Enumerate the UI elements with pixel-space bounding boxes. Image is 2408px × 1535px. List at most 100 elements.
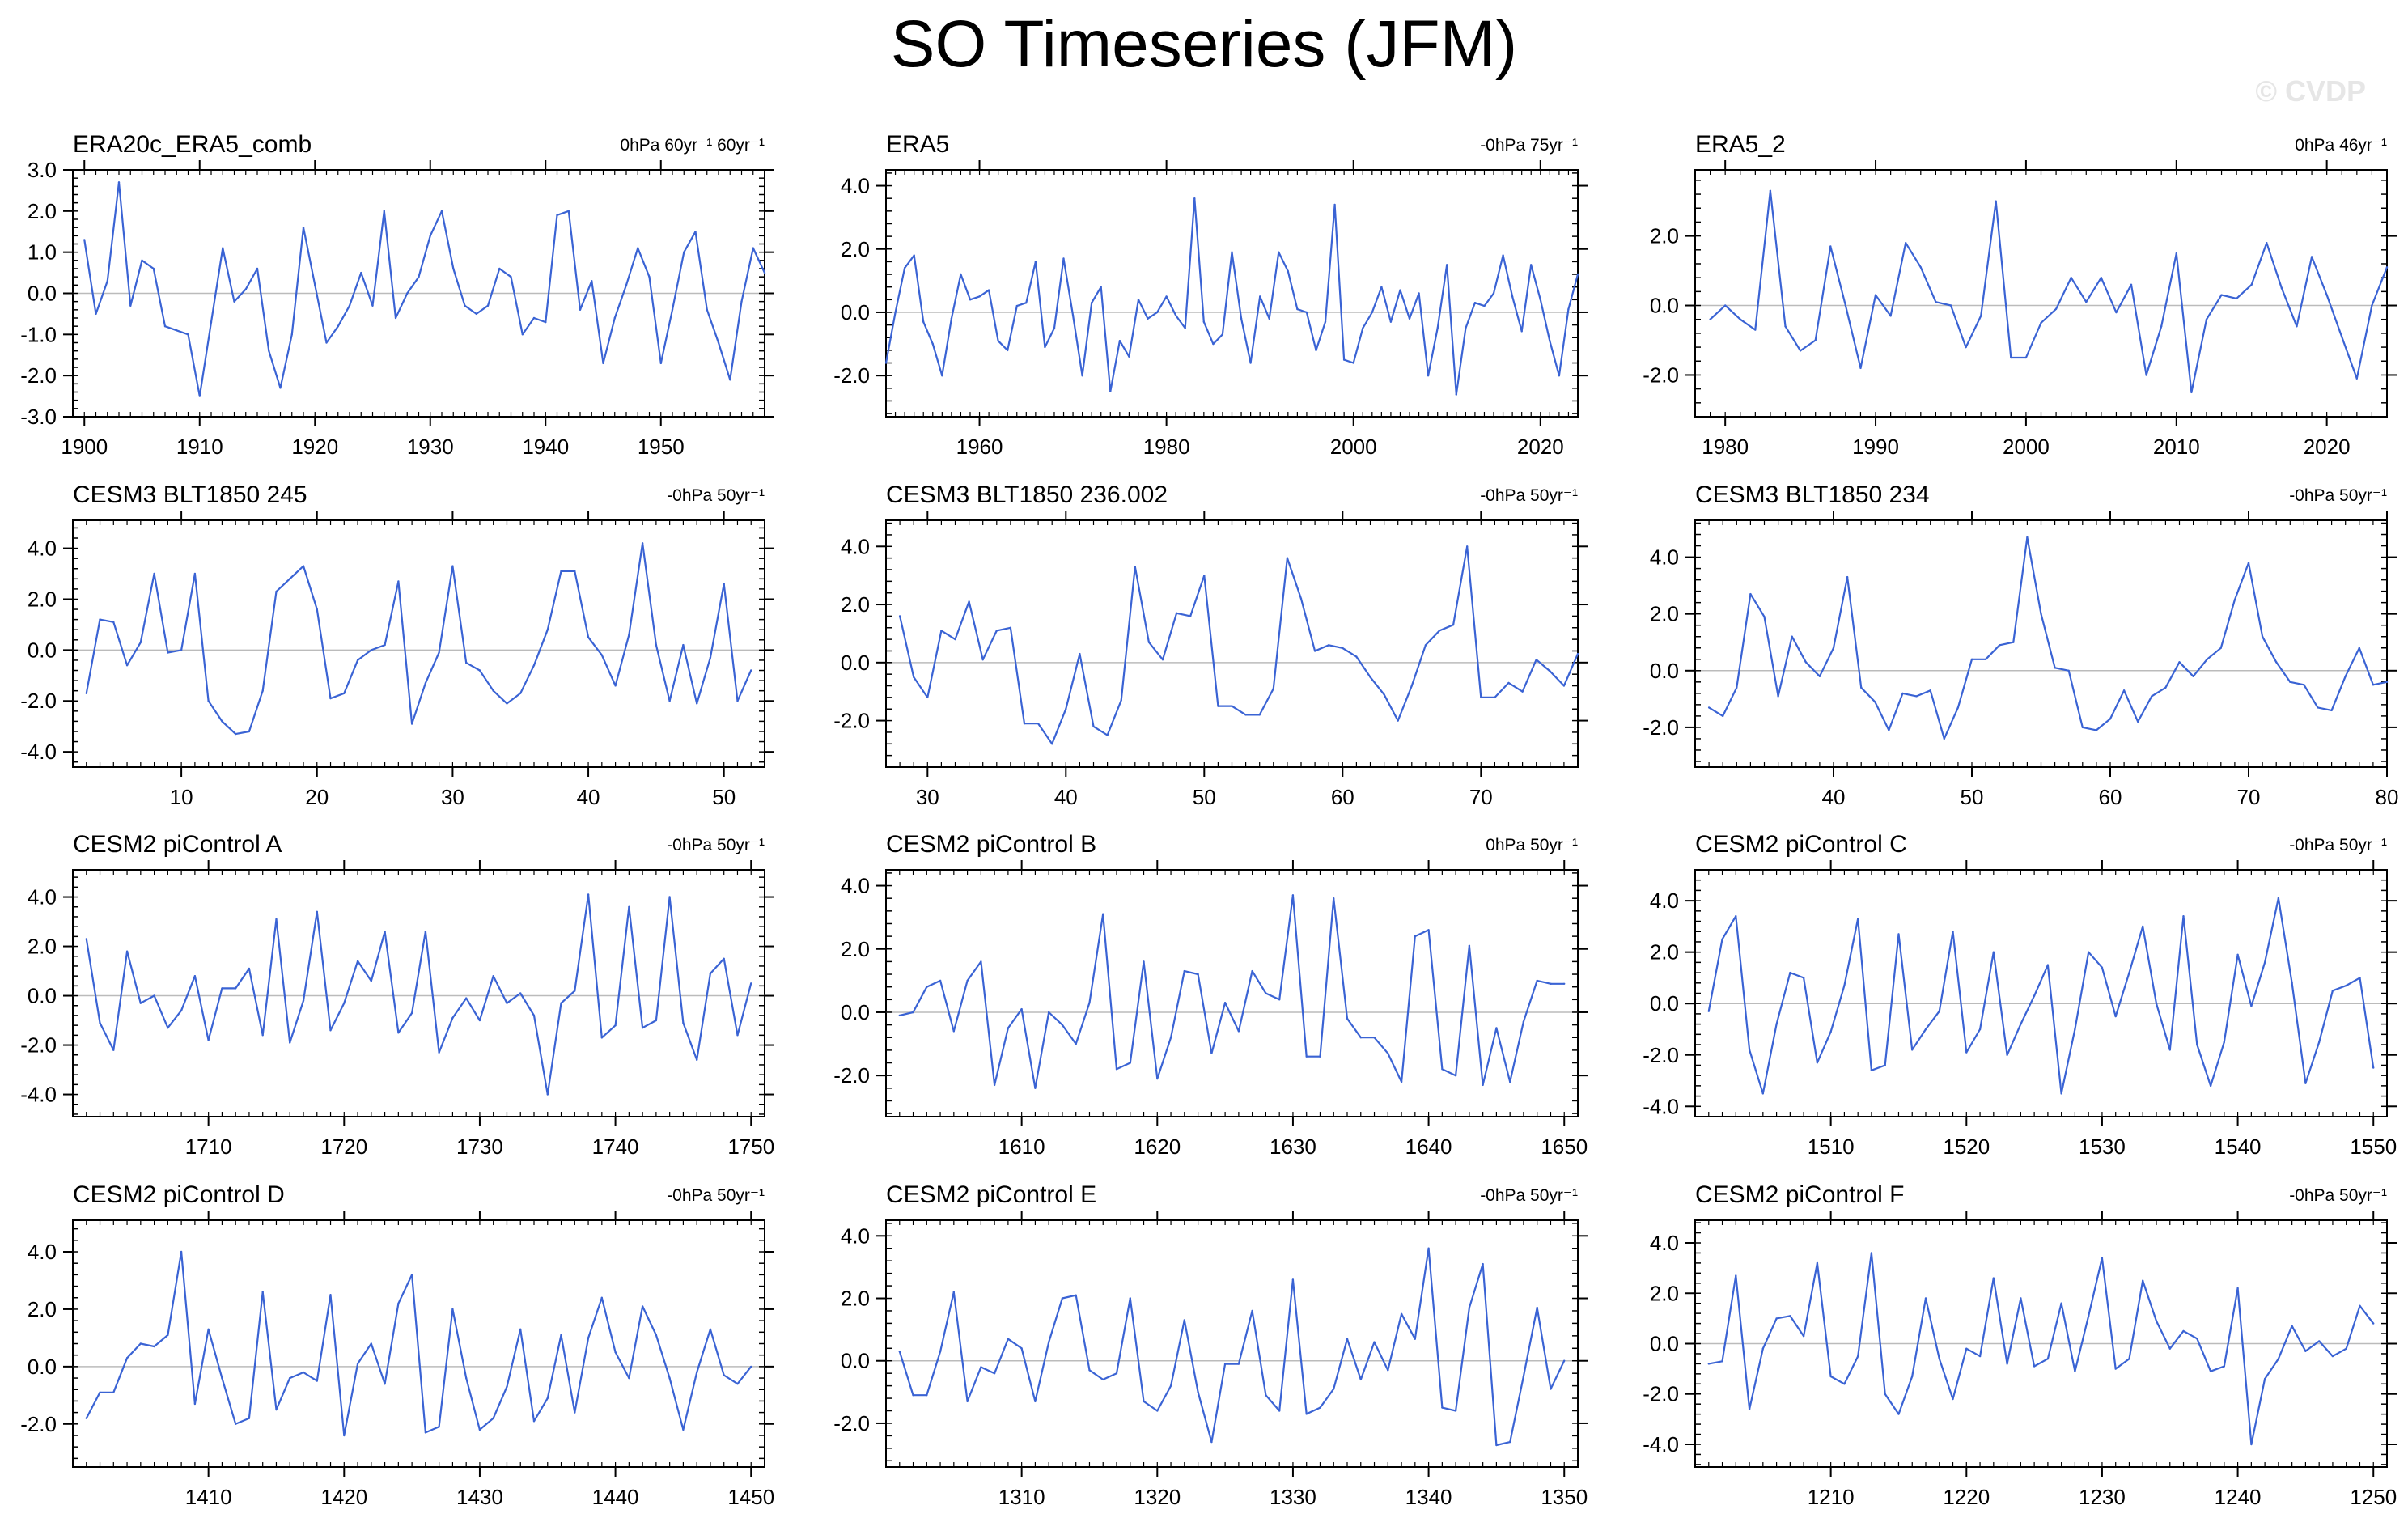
data-point xyxy=(2142,925,2144,928)
y-tick-label: 0.0 xyxy=(1650,1332,1679,1356)
data-point xyxy=(2081,726,2084,729)
data-point xyxy=(966,979,969,982)
data-point xyxy=(2067,669,2070,672)
data-point xyxy=(1129,1297,1132,1300)
data-point xyxy=(625,284,628,286)
data-point xyxy=(1100,286,1102,288)
data-point xyxy=(2182,1329,2185,1333)
data-point xyxy=(1735,915,1737,918)
data-point xyxy=(1789,971,1791,974)
data-point xyxy=(1034,1400,1037,1403)
data-point xyxy=(750,1365,752,1368)
data-point xyxy=(1143,960,1145,963)
data-point xyxy=(1539,299,1542,301)
data-point xyxy=(1707,706,1711,709)
y-tick-label: 4.0 xyxy=(1650,888,1679,913)
data-point xyxy=(486,304,490,307)
y-tick-label: 4.0 xyxy=(841,534,870,558)
data-point xyxy=(2155,1320,2158,1322)
data-point xyxy=(2331,1355,2334,1358)
data-point xyxy=(1889,315,1892,317)
y-tick-label: 4.0 xyxy=(1650,545,1679,570)
data-point xyxy=(2046,1358,2050,1360)
data-point xyxy=(1509,1440,1511,1444)
series-line xyxy=(1709,189,2389,393)
x-tick-label: 80 xyxy=(2376,785,2399,809)
data-point xyxy=(1299,597,1303,600)
data-point xyxy=(1034,261,1037,263)
data-point xyxy=(978,295,981,298)
y-tick-label: 2.0 xyxy=(841,937,870,961)
y-tick-label: 4.0 xyxy=(28,885,57,910)
data-point xyxy=(532,664,536,667)
data-point xyxy=(85,692,88,694)
data-point xyxy=(952,1291,956,1294)
data-point xyxy=(1147,641,1151,643)
data-point xyxy=(1251,1309,1253,1312)
data-point xyxy=(316,1380,318,1382)
data-point xyxy=(1400,1312,1403,1316)
data-point xyxy=(117,181,121,184)
data-point xyxy=(1169,1037,1172,1039)
data-point xyxy=(1007,1027,1010,1029)
data-point xyxy=(926,986,928,988)
data-point xyxy=(602,362,604,365)
x-tick-label: 1340 xyxy=(1405,1485,1452,1509)
data-point xyxy=(1709,318,1711,320)
panel-10: -2.0 0.0 2.0 4.0 1410 1420 1430 1440 1450 CESM2 p… xyxy=(20,1181,774,1509)
data-point xyxy=(510,276,512,278)
data-point xyxy=(2209,1084,2212,1088)
data-point xyxy=(153,994,155,997)
data-point xyxy=(261,689,264,692)
data-point xyxy=(1724,304,1727,307)
data-point xyxy=(1034,1087,1037,1090)
data-point xyxy=(112,1391,115,1394)
x-tick-label: 70 xyxy=(1469,785,1493,809)
data-point xyxy=(2372,1066,2375,1069)
data-point xyxy=(1193,197,1196,200)
data-point xyxy=(356,960,359,963)
data-point xyxy=(1065,708,1067,710)
x-tick-label: 1980 xyxy=(1143,435,1190,459)
data-point xyxy=(2235,297,2238,300)
data-point xyxy=(139,1002,142,1004)
data-point xyxy=(579,308,582,311)
data-point xyxy=(1455,393,1458,396)
y-tick-label: 0.0 xyxy=(841,1349,870,1373)
data-point xyxy=(1156,1410,1159,1412)
y-tick-label: 0.0 xyxy=(841,1000,870,1024)
data-point xyxy=(960,273,962,276)
y-tick-label: 4.0 xyxy=(1650,1231,1679,1255)
data-point xyxy=(1397,719,1399,722)
data-point xyxy=(337,325,339,328)
data-point xyxy=(440,210,443,212)
panel-1: -3.0 -2.0 -1.0 0.0 1.0 2.0 3.0 1900 1910 1920 1930… xyxy=(20,131,774,459)
data-point xyxy=(1567,307,1570,311)
data-point xyxy=(2345,1347,2347,1350)
data-point xyxy=(1061,1024,1064,1026)
data-point xyxy=(1736,686,1738,689)
data-point xyxy=(397,580,400,583)
data-point xyxy=(1775,1023,1778,1025)
data-point xyxy=(1278,999,1281,1001)
panel-right-label: -0hPa 50yr⁻¹ xyxy=(1480,1186,1578,1205)
series-line xyxy=(898,1247,1566,1447)
panel-title: CESM2 piControl A xyxy=(73,831,282,858)
data-point xyxy=(2358,647,2360,649)
data-point xyxy=(1258,714,1261,716)
data-point xyxy=(545,320,547,324)
data-point xyxy=(125,950,129,952)
data-point xyxy=(2026,536,2029,539)
y-tick-label: 2.0 xyxy=(1650,1281,1679,1305)
data-point xyxy=(2247,562,2250,564)
data-point xyxy=(1383,693,1385,696)
data-point xyxy=(1291,1278,1295,1281)
panel-right-label: -0hPa 50yr⁻¹ xyxy=(1480,486,1578,505)
data-point xyxy=(1369,676,1371,678)
data-point xyxy=(2345,984,2347,987)
data-point xyxy=(464,304,466,307)
data-point xyxy=(2266,242,2268,244)
data-point xyxy=(261,1291,264,1293)
data-point xyxy=(2142,1279,2144,1282)
data-point xyxy=(356,1363,359,1365)
